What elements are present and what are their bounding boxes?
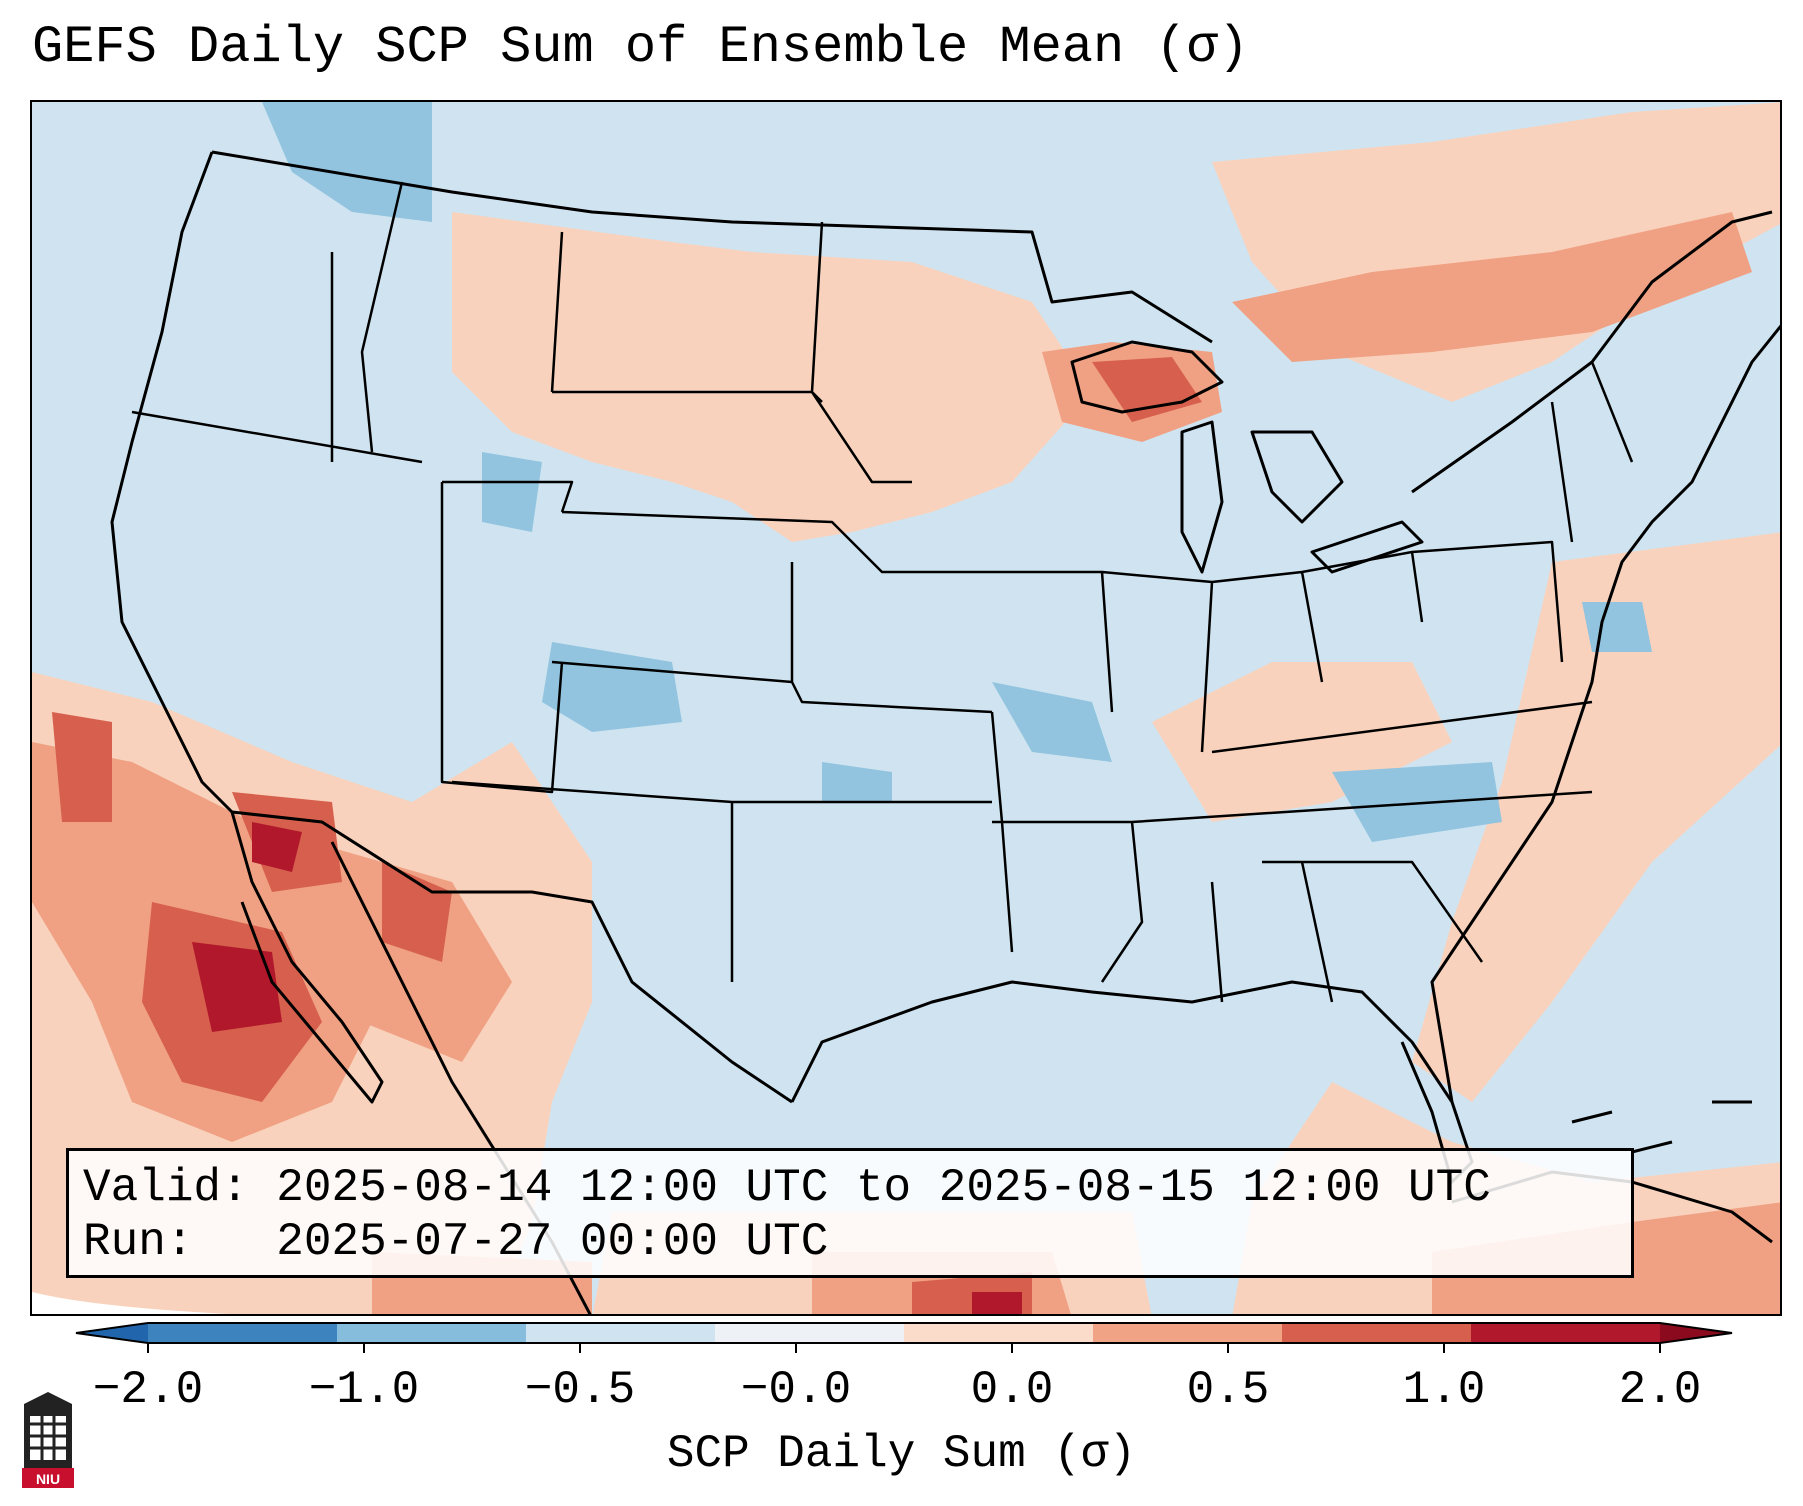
map-panel bbox=[30, 100, 1782, 1316]
colorbar-label: SCP Daily Sum (σ) bbox=[666, 1428, 1137, 1480]
lake-erie bbox=[1310, 520, 1424, 574]
valid-text: 2025-08-14 12:00 UTC to 2025-08-15 12:00… bbox=[276, 1162, 1491, 1214]
colorbar-bin bbox=[526, 1323, 716, 1343]
anomaly-region-az-core bbox=[382, 862, 452, 962]
us-mexico-border bbox=[231, 810, 793, 1104]
colorbar-bin bbox=[1282, 1323, 1472, 1343]
svg-text:NIU: NIU bbox=[36, 1471, 60, 1487]
baja-peninsula bbox=[230, 811, 384, 1104]
colorbar-tick-label: −0.5 bbox=[524, 1364, 636, 1416]
colorbar-tick-label: 0.5 bbox=[1186, 1364, 1270, 1416]
colorbar-tick-label: 1.0 bbox=[1402, 1364, 1486, 1416]
colorbar-bin bbox=[148, 1323, 338, 1343]
anomaly-region-quebec bbox=[1232, 212, 1752, 362]
colorbar-tick-label: −1.0 bbox=[308, 1364, 420, 1416]
valid-label: Valid: bbox=[83, 1162, 249, 1214]
state-borders bbox=[131, 181, 1634, 1003]
anomaly-region-missouri bbox=[992, 682, 1112, 762]
chart-title: GEFS Daily SCP Sum of Ensemble Mean (σ) bbox=[32, 18, 1249, 77]
colorbar-bin bbox=[1471, 1323, 1661, 1343]
us-west-coast bbox=[110, 151, 234, 814]
valid-row: Valid: 2025-08-14 12:00 UTC to 2025-08-1… bbox=[83, 1161, 1619, 1215]
lake-michigan bbox=[1180, 420, 1224, 574]
colorbar-bin bbox=[715, 1323, 905, 1343]
anomaly-region-superior-core bbox=[1092, 357, 1202, 422]
anomaly-region-westcoast-core bbox=[52, 712, 112, 822]
map-canvas bbox=[32, 102, 1780, 1314]
colorbar-bin bbox=[1093, 1323, 1283, 1343]
run-row: Run: 2025-07-27 00:00 UTC bbox=[83, 1215, 1619, 1269]
run-label: Run: bbox=[83, 1216, 194, 1268]
anomaly-region-idaho bbox=[482, 452, 542, 532]
colorbar-bin bbox=[904, 1323, 1094, 1343]
validity-info-box: Valid: 2025-08-14 12:00 UTC to 2025-08-1… bbox=[66, 1148, 1634, 1278]
colorbar-extend-max bbox=[1660, 1323, 1732, 1343]
anomaly-region-virginia bbox=[1332, 762, 1502, 842]
bahamas bbox=[1571, 1100, 1752, 1154]
colorbar-tick-label: 2.0 bbox=[1618, 1364, 1702, 1416]
colorbar-tick-label: −2.0 bbox=[92, 1364, 204, 1416]
anomaly-region-baja-peak bbox=[192, 942, 282, 1032]
anomaly-field bbox=[32, 102, 1780, 1314]
anomaly-region-sonora-peak bbox=[252, 822, 302, 872]
anomaly-region-northern-plains bbox=[452, 212, 1092, 542]
lake-huron bbox=[1250, 430, 1344, 524]
colorbar-bin bbox=[337, 1323, 527, 1343]
niu-logo: NIU bbox=[22, 1392, 74, 1488]
anomaly-region-colorado bbox=[542, 642, 682, 732]
east-coast bbox=[1430, 324, 1780, 1103]
anomaly-region-ohio-valley bbox=[1152, 662, 1452, 822]
st-lawrence bbox=[1411, 210, 1773, 494]
anomaly-region-atlantic bbox=[1412, 532, 1780, 1102]
colorbar-outline bbox=[75, 1322, 1733, 1344]
lake-superior bbox=[1070, 340, 1224, 414]
colorbar-extend-min bbox=[76, 1323, 148, 1343]
colorbar-tick-label: −0.0 bbox=[740, 1364, 852, 1416]
anomaly-region-kansas bbox=[822, 762, 892, 802]
anomaly-region-mx-peak bbox=[972, 1292, 1022, 1314]
projection-corner-mask bbox=[32, 1292, 229, 1314]
anomaly-region-washington bbox=[262, 102, 432, 222]
anomaly-region-nj bbox=[1582, 602, 1652, 652]
us-canada-border bbox=[211, 150, 1213, 344]
run-text: 2025-07-27 00:00 UTC bbox=[276, 1216, 829, 1268]
colorbar-tick-label: 0.0 bbox=[970, 1364, 1054, 1416]
